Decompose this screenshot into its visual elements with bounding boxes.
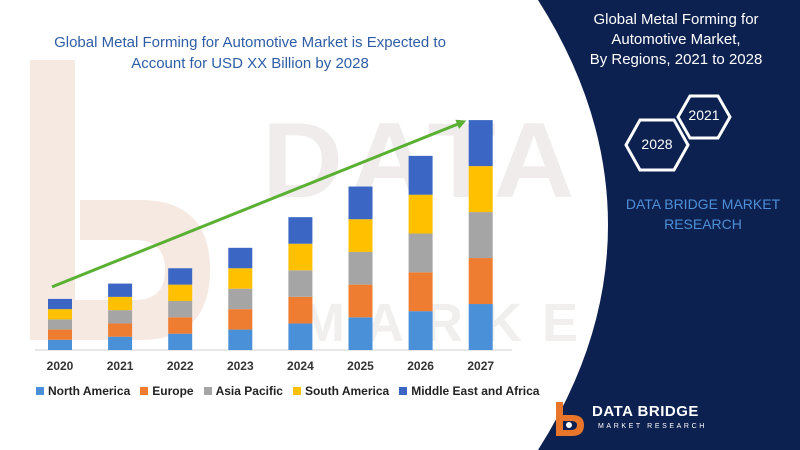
bar-2024-north-america xyxy=(288,323,313,350)
x-tick-label: 2026 xyxy=(407,359,434,373)
legend-label: South America xyxy=(304,384,390,398)
legend-swatch xyxy=(36,387,44,395)
bar-2021-north-america xyxy=(108,336,133,350)
legend-label: Asia Pacific xyxy=(215,384,283,398)
bar-2025-middle-east-and-africa xyxy=(348,186,373,220)
legend-swatch xyxy=(140,387,149,395)
legend-label: Europe xyxy=(152,384,194,398)
bar-2022-europe xyxy=(168,317,193,334)
bar-2021-europe xyxy=(108,323,133,337)
legend-swatch xyxy=(203,387,212,395)
panel-title-line2: Automotive Market, xyxy=(611,31,741,48)
panel-title-line1: Global Metal Forming for xyxy=(593,11,759,28)
chart-legend: North America Europe Asia Pacific South Ame… xyxy=(36,384,549,398)
bar-2022-south-america xyxy=(168,284,193,301)
bar-2020-asia-pacific xyxy=(48,319,72,330)
bar-2021-middle-east-and-africa xyxy=(108,283,133,297)
bar-2023-middle-east-and-africa xyxy=(228,247,253,269)
bar-2024-asia-pacific xyxy=(288,270,313,297)
trend-arrow xyxy=(51,119,467,289)
legend-label: North America xyxy=(48,384,131,398)
bar-2023-asia-pacific xyxy=(228,288,253,310)
hexagon-2021-icon xyxy=(676,94,732,140)
bar-2021-south-america xyxy=(108,296,133,311)
bar-2022-north-america xyxy=(168,333,193,350)
bar-2025-europe xyxy=(348,284,373,318)
bar-2024-south-america xyxy=(288,243,313,271)
bar-2025-south-america xyxy=(348,219,373,252)
legend-item: North America xyxy=(36,384,130,398)
logo-subtitle: MARKET RESEARCH xyxy=(598,423,707,430)
bar-2025-asia-pacific xyxy=(348,251,373,285)
x-tick-label: 2027 xyxy=(467,359,494,373)
legend-label: Middle East and Africa xyxy=(411,384,540,398)
data-bridge-logo-icon xyxy=(556,402,584,436)
legend-item: Asia Pacific xyxy=(203,384,283,398)
legend-swatch xyxy=(292,387,301,395)
logo-name: DATA BRIDGE xyxy=(592,403,699,420)
bar-2020-europe xyxy=(48,329,72,340)
x-tick-label: 2021 xyxy=(107,359,134,373)
bar-2026-middle-east-and-africa xyxy=(408,155,433,195)
bar-2023-europe xyxy=(228,309,253,330)
brand-text: DATA BRIDGE MARKET RESEARCH xyxy=(618,194,788,234)
x-tick-label: 2022 xyxy=(167,359,194,373)
bar-2024-europe xyxy=(288,296,313,324)
chart-title: Global Metal Forming for Automotive Mark… xyxy=(20,32,480,74)
side-panel xyxy=(538,0,800,450)
legend-swatch xyxy=(399,387,408,395)
x-tick-label: 2023 xyxy=(227,359,254,373)
hexagon-2021-label: 2021 xyxy=(688,107,720,123)
hexagon-2028-icon xyxy=(624,118,690,172)
legend-item: Europe xyxy=(140,384,194,398)
chart-title-line2: Account for USD XX Billion by 2028 xyxy=(131,55,369,72)
bar-2024-middle-east-and-africa xyxy=(288,217,313,244)
bar-2027-europe xyxy=(468,258,493,305)
bar-2026-north-america xyxy=(408,311,433,350)
bar-2023-south-america xyxy=(228,268,253,289)
bar-2020-middle-east-and-africa xyxy=(48,298,72,310)
bar-2020-south-america xyxy=(48,309,72,320)
bar-2023-north-america xyxy=(228,329,253,350)
bar-2026-asia-pacific xyxy=(408,233,433,273)
bar-2027-asia-pacific xyxy=(468,212,493,259)
hexagon-2028-label: 2028 xyxy=(641,136,673,152)
chart-title-line1: Global Metal Forming for Automotive Mark… xyxy=(54,34,446,51)
panel-title-line3: By Regions, 2021 to 2028 xyxy=(589,51,763,68)
x-tick-label: 2024 xyxy=(287,359,314,373)
bar-2027-north-america xyxy=(468,304,493,350)
panel-title: Global Metal Forming for Automotive Mark… xyxy=(552,10,800,70)
bar-2027-south-america xyxy=(468,166,493,213)
bar-2022-middle-east-and-africa xyxy=(168,268,193,285)
bar-2027-middle-east-and-africa xyxy=(468,120,493,167)
bar-2021-asia-pacific xyxy=(108,310,133,324)
bar-2022-asia-pacific xyxy=(168,300,193,318)
bar-2026-europe xyxy=(408,272,433,312)
bar-group xyxy=(48,120,493,350)
brand-text-line1: DATA BRIDGE MARKET xyxy=(625,196,781,212)
brand-text-line2: RESEARCH xyxy=(664,216,742,232)
x-tick-group: 2020 2021 2022 2023 2024 2025 2026 2027 xyxy=(47,359,495,373)
legend-item: Middle East and Africa xyxy=(399,384,539,398)
x-tick-label: 2020 xyxy=(47,359,74,373)
watermark-logo-icon xyxy=(30,60,210,340)
bar-2020-north-america xyxy=(48,339,72,350)
x-tick-label: 2025 xyxy=(347,359,374,373)
bar-2025-north-america xyxy=(348,317,373,350)
bar-2026-south-america xyxy=(408,194,433,234)
legend-item: South America xyxy=(292,384,390,398)
